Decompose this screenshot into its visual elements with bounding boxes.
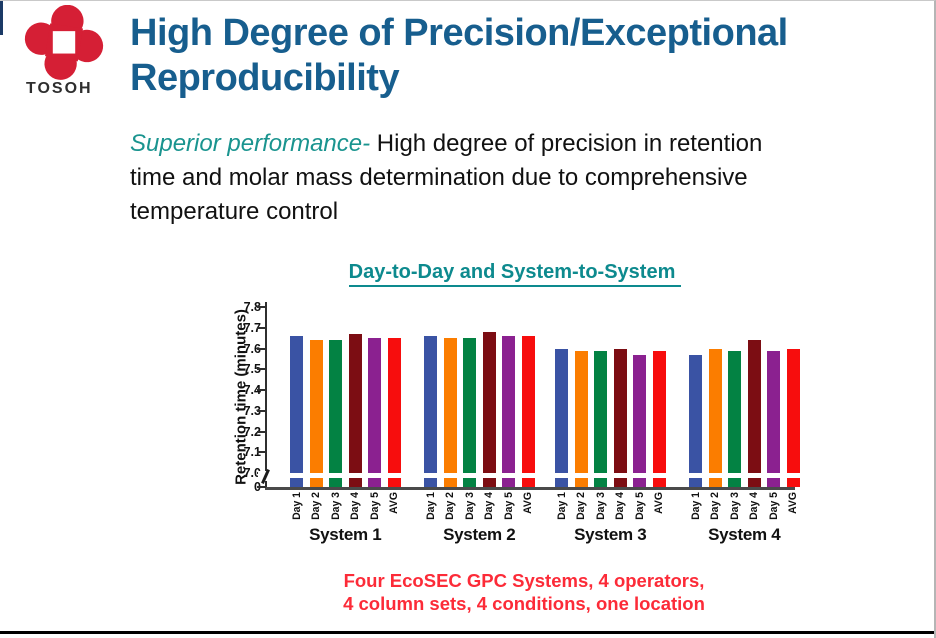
bar-base-stub [708, 478, 722, 487]
system-group-label: System 3 [574, 525, 647, 544]
tosoh-logo-icon [22, 4, 110, 101]
intro-paragraph: Superior performance- High degree of pre… [130, 127, 794, 229]
system-group-label: System 2 [443, 525, 516, 544]
bar-base-stub [482, 478, 496, 487]
y-tick-mark [257, 326, 266, 329]
tosoh-wordmark: TOSOH [26, 80, 93, 97]
y-axis-line [265, 302, 267, 489]
bar [747, 340, 761, 473]
intro-rest: High degree of precision in retention ti… [130, 130, 763, 225]
bar-base-stub [502, 478, 515, 487]
y-tick-label: 7.5 [243, 362, 261, 377]
bar-base-stub [652, 478, 666, 487]
bar [290, 336, 303, 473]
bar [368, 338, 381, 473]
bar [309, 340, 323, 473]
bar-base-stub [555, 478, 568, 487]
y-tick-label: 7.2 [243, 424, 261, 439]
y-tick-label: 7.4 [243, 383, 261, 397]
bar [652, 350, 666, 473]
bar [574, 350, 588, 473]
intro-highlight: Superior performance- [130, 130, 371, 157]
corner-accent [0, 1, 3, 35]
bar [387, 338, 401, 473]
bar-base-stub [613, 478, 627, 487]
chart-title-row: Day-to-Day and System-to-System [205, 261, 825, 287]
bar [424, 336, 437, 473]
bar-base-stub [329, 478, 342, 487]
y-tick-label: 7.8 [243, 300, 261, 314]
page-title-line2: Reproducibility [130, 57, 400, 99]
bar [633, 354, 646, 473]
page-title: High Degree of Precision/Exceptional Rep… [130, 11, 930, 101]
bar [613, 348, 627, 473]
y-tick-mark [257, 486, 266, 488]
bar-base-stub [521, 478, 535, 487]
bar [482, 331, 496, 473]
chart-caption-line1: Four EcoSEC GPC Systems, 4 operators, [343, 570, 705, 591]
bar [689, 354, 702, 473]
bar [348, 333, 362, 473]
y-tick-mark [257, 347, 266, 350]
bar-base-stub [786, 478, 800, 487]
bar [555, 348, 568, 473]
bar [728, 350, 741, 473]
bar [443, 338, 457, 473]
y-tick-label: 7.0 [243, 466, 261, 480]
y-tick-mark [257, 389, 266, 391]
bar-base-stub [633, 478, 646, 487]
bar-base-stub [767, 478, 780, 487]
bar [329, 340, 342, 473]
bar-base-stub [689, 478, 702, 487]
bar-base-stub [424, 478, 437, 487]
bar-base-stub [348, 478, 362, 487]
system-group-label: System 4 [708, 525, 781, 544]
y-tick-mark [257, 409, 266, 412]
bar-base-stub [368, 478, 381, 487]
page-title-line1: High Degree of Precision/Exceptional [130, 12, 788, 54]
x-axis-line [265, 487, 795, 490]
tosoh-mark-icon [24, 4, 104, 80]
chart-caption-line2: 4 column sets, 4 conditions, one locatio… [343, 592, 705, 614]
bar-base-stub [463, 478, 476, 487]
system-group-label: System 1 [309, 525, 382, 544]
bar [767, 350, 780, 473]
bar-base-stub [747, 478, 761, 487]
bar [708, 348, 722, 473]
bar [463, 338, 476, 473]
bottom-divider [0, 631, 934, 634]
bar [521, 336, 535, 473]
bar-base-stub [574, 478, 588, 487]
bar [502, 336, 515, 473]
bar-base-stub [309, 478, 323, 487]
bar [786, 348, 800, 473]
bar-base-stub [443, 478, 457, 487]
bar-base-stub [594, 478, 607, 487]
y-tick-label: 7.3 [243, 403, 261, 418]
bar-base-stub [290, 478, 303, 487]
chart-title: Day-to-Day and System-to-System [348, 261, 682, 287]
y-tick-label: 0 [227, 480, 261, 494]
bar-base-stub [728, 478, 741, 487]
y-tick-label: 7.7 [243, 320, 261, 335]
y-tick-label: 7.1 [243, 445, 261, 460]
y-tick-mark [257, 368, 266, 371]
y-tick-mark [257, 430, 266, 433]
y-tick-mark [257, 451, 266, 454]
y-tick-mark [257, 306, 266, 308]
y-tick-label: 7.6 [243, 341, 261, 356]
bar [594, 350, 607, 473]
bar-base-stub [387, 478, 401, 487]
chart-caption: Four EcoSEC GPC Systems, 4 operators, 4 … [224, 570, 824, 615]
